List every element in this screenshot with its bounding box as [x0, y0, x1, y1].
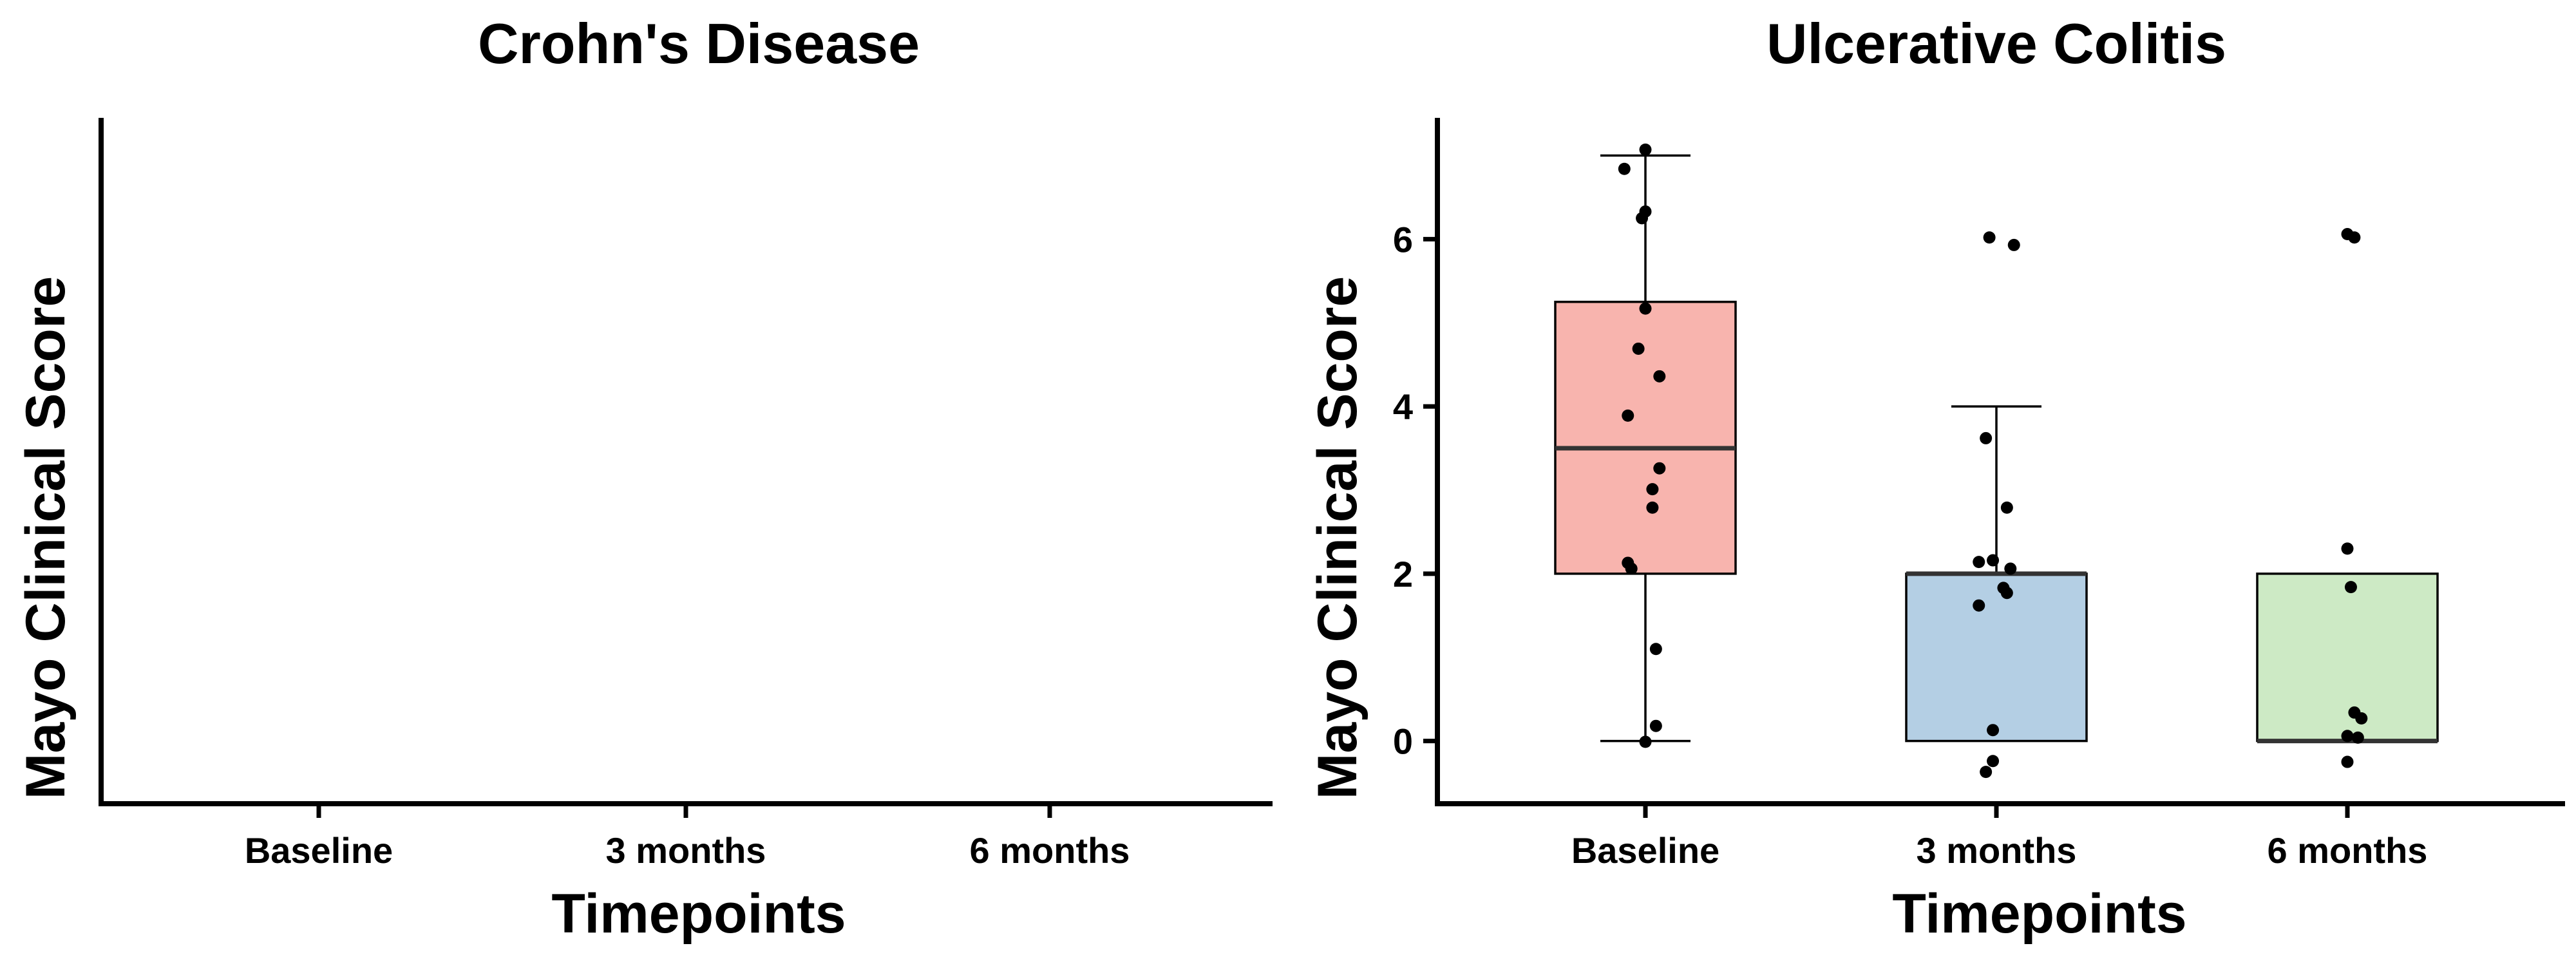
- data-point-baseline: [1646, 483, 1659, 496]
- x-tick-label-baseline: Baseline: [1571, 830, 1719, 871]
- data-point-baseline: [1625, 562, 1638, 575]
- data-point-3-months: [2004, 562, 2017, 575]
- data-point-baseline: [1618, 162, 1631, 175]
- x-axis-title: Timepoints: [551, 883, 846, 945]
- x-axis-title: Timepoints: [1892, 883, 2186, 945]
- data-point-3-months: [1987, 724, 2000, 737]
- data-point-6-months: [2341, 730, 2354, 743]
- data-point-baseline: [1636, 212, 1649, 225]
- data-point-baseline: [1639, 735, 1652, 748]
- data-point-6-months: [2344, 581, 2357, 594]
- data-point-6-months: [2351, 731, 2364, 744]
- boxplot-baseline: [1554, 154, 1737, 743]
- y-tick-label: 6: [1393, 219, 1413, 260]
- x-ticks: Baseline 3 months 6 months: [245, 804, 1130, 871]
- data-point-3-months: [2007, 238, 2020, 251]
- data-point-3-months: [1987, 755, 2000, 768]
- data-points: [1618, 143, 2368, 779]
- data-point-baseline: [1622, 409, 1634, 422]
- data-point-3-months: [1973, 599, 1985, 612]
- data-point-3-months: [2000, 501, 2013, 514]
- boxplot-6-months: [2256, 573, 2439, 744]
- panel-title: Ulcerative Colitis: [1766, 12, 2226, 75]
- data-point-baseline: [1653, 370, 1666, 383]
- data-point-6-months: [2348, 231, 2361, 244]
- x-tick-label-3-months: 3 months: [606, 830, 766, 871]
- data-point-3-months: [1973, 556, 1985, 569]
- data-point-baseline: [1649, 643, 1662, 656]
- y-axis-title: Mayo Clinical Score: [1307, 276, 1368, 800]
- data-point-3-months: [1983, 231, 1996, 244]
- y-tick-label: 4: [1393, 386, 1413, 427]
- data-point-3-months: [1987, 554, 2000, 567]
- box-iqr: [1554, 300, 1737, 575]
- data-point-3-months: [2000, 587, 2013, 600]
- x-tick-label-6-months: 6 months: [970, 830, 1130, 871]
- y-tick-label: 2: [1393, 554, 1413, 594]
- box-iqr: [1905, 573, 2088, 743]
- boxplot-3-months: [1905, 405, 2088, 743]
- uc-panel: Ulcerative Colitis Mayo Clinical Score T…: [1307, 12, 2565, 945]
- y-ticks: 0 2 4 6: [1393, 219, 1437, 762]
- data-point-3-months: [1980, 431, 1993, 444]
- data-point-6-months: [2341, 542, 2354, 555]
- data-point-baseline: [1639, 302, 1652, 315]
- data-point-baseline: [1632, 342, 1645, 355]
- data-point-3-months: [1980, 766, 1993, 779]
- data-point-6-months: [2355, 712, 2368, 725]
- x-tick-label-3-months: 3 months: [1917, 830, 2077, 871]
- crohns-panel: Crohn's Disease Mayo Clinical Score Time…: [15, 12, 1273, 945]
- y-tick-label: 0: [1393, 721, 1413, 762]
- data-point-baseline: [1639, 143, 1652, 156]
- panel-title: Crohn's Disease: [478, 12, 920, 75]
- data-point-baseline: [1649, 719, 1662, 732]
- box-iqr: [2256, 573, 2439, 743]
- x-tick-label-baseline: Baseline: [245, 830, 393, 871]
- y-axis-title: Mayo Clinical Score: [15, 276, 77, 800]
- data-point-baseline: [1653, 462, 1666, 475]
- data-point-baseline: [1646, 501, 1659, 514]
- boxplots: [1554, 154, 2439, 744]
- x-tick-label-6-months: 6 months: [2268, 830, 2428, 871]
- data-point-6-months: [2341, 755, 2354, 768]
- x-ticks: Baseline 3 months 6 months: [1571, 804, 2428, 871]
